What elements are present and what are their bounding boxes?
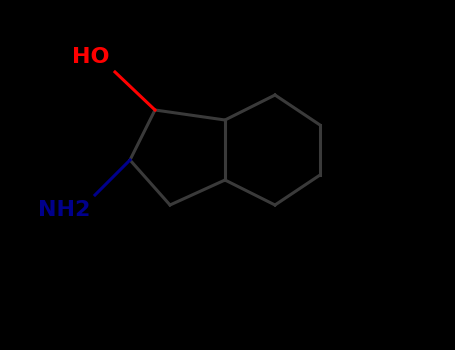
Text: NH2: NH2: [38, 200, 90, 220]
Text: HO: HO: [72, 47, 110, 67]
